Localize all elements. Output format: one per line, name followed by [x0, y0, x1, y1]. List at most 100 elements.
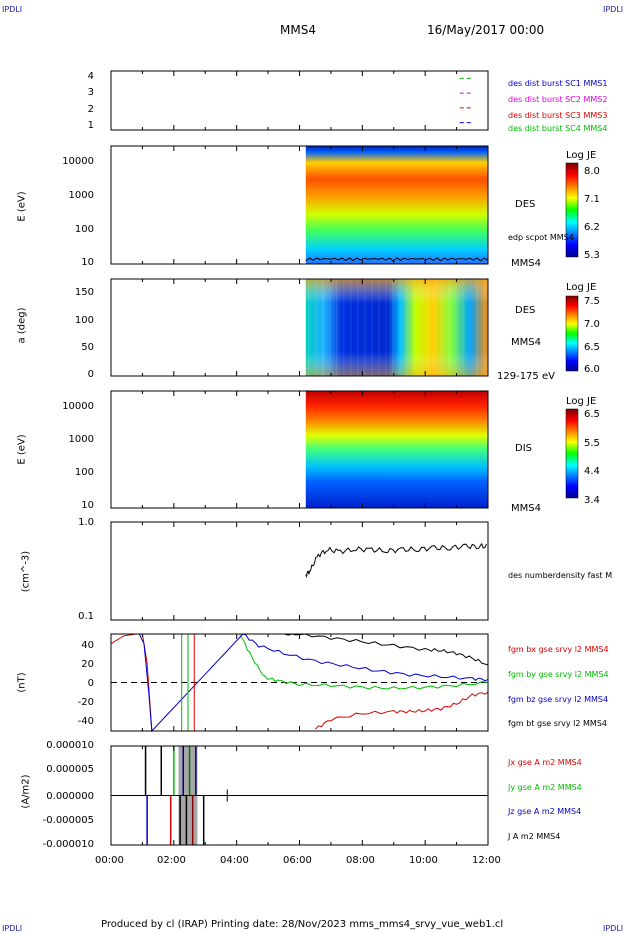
legend-entry-jx: Jx gse A m2 MMS4: [508, 758, 582, 767]
footer-credits: Produced by cl (IRAP) Printing date: 28/…: [101, 919, 504, 930]
corner-label-top-left: IPDLI: [2, 5, 23, 14]
ytick-label: 10: [81, 257, 94, 268]
ytick-label: -40: [77, 716, 94, 727]
panel-label-mms4: MMS4: [511, 258, 541, 269]
colorbar-title: Log JE: [566, 282, 597, 293]
ytick-label: 0.000005: [46, 764, 94, 775]
legend-entry-jz: Jz gse A m2 MMS4: [508, 807, 582, 816]
colorbar-title: Log JE: [566, 396, 597, 407]
colorbar-tick: 6.2: [584, 222, 600, 233]
xtick-label: 02:00: [157, 855, 186, 866]
xtick-label: 04:00: [220, 855, 249, 866]
legend-entry-bz: fgm bz gse srvy l2 MMS4: [508, 695, 609, 704]
panel-frame-dens: [110, 521, 489, 621]
colorbar-des-energy: [565, 162, 579, 258]
corner-label-bottom-right: IPDLI: [603, 924, 624, 933]
density-line: [305, 542, 487, 578]
ytick-label: 10: [81, 500, 94, 511]
legend-entry-mms4: des dist burst SC4 MMS4: [508, 124, 608, 133]
ylabel-current: (A/m2): [20, 774, 32, 809]
spectrogram-dis-energy: [305, 391, 488, 508]
ytick-label: 1000: [68, 434, 94, 445]
colorbar-tick: 3.4: [584, 495, 600, 506]
ytick-label: 100: [74, 467, 94, 478]
panel-frame-avail: [110, 70, 489, 131]
ytick-label: 20: [81, 659, 94, 670]
ytick-label: 50: [81, 342, 94, 353]
panel-label-energy-range: 129-175 eV: [497, 371, 555, 382]
ytick-label: 0.000000: [46, 791, 94, 802]
ylabel-des-pitch: a (deg): [16, 307, 28, 344]
ytick-label: 2: [87, 104, 94, 115]
legend-entry-mms3: des dist burst SC3 MMS3: [508, 111, 608, 120]
corner-label-bottom-left: IPDLI: [2, 924, 23, 933]
ytick-label: 40: [81, 640, 94, 651]
current-dense-region: [178, 746, 198, 845]
ytick-label: 3: [87, 87, 94, 98]
panel-label-dis: DIS: [515, 443, 532, 454]
colorbar-des-pitch: [565, 295, 579, 372]
ytick-label: -0.000010: [42, 839, 94, 850]
ylabel-bfield: (nT): [16, 672, 28, 693]
ytick-label: 1: [87, 120, 94, 131]
colorbar-tick: 6.5: [584, 342, 600, 353]
ytick-label: 0.1: [78, 611, 94, 622]
ylabel-dis-energy: E (eV): [16, 434, 28, 465]
spectrogram-des-energy: [305, 146, 488, 264]
ytick-label: 0: [87, 369, 94, 380]
legend-entry-mms1: des dist burst SC1 MMS1: [508, 79, 608, 88]
ytick-label: 0.000010: [46, 740, 94, 751]
colorbar-tick: 8.0: [584, 166, 600, 177]
ytick-label: 1000: [68, 190, 94, 201]
ytick-label: 10000: [62, 401, 94, 412]
scpot-line: [305, 257, 489, 262]
colorbar-title: Log JE: [566, 150, 597, 161]
ytick-label: 1.0: [78, 517, 94, 528]
bfield-series-line: [239, 634, 489, 690]
legend-entry-j: J A m2 MMS4: [508, 832, 561, 841]
bfield-series-line: [314, 691, 489, 730]
ytick-label: 0: [87, 678, 94, 689]
ytick-label: 10000: [62, 156, 94, 167]
xtick-label: 06:00: [283, 855, 312, 866]
colorbar-dis-energy: [565, 408, 579, 499]
panel-label-mms4: MMS4: [511, 337, 541, 348]
header-date: 16/May/2017 00:00: [427, 23, 545, 37]
ytick-label: 100: [74, 315, 94, 326]
colorbar-tick: 5.3: [584, 250, 600, 261]
panel-label-mms4: MMS4: [511, 503, 541, 514]
corner-label-top-right: IPDLI: [603, 5, 624, 14]
xtick-label: 10:00: [409, 855, 438, 866]
colorbar-tick: 7.0: [584, 319, 600, 330]
xtick-label: 12:00: [472, 855, 501, 866]
bfield-series-line: [138, 633, 489, 733]
colorbar-tick: 4.4: [584, 466, 600, 477]
legend-entry-mms2: des dist burst SC2 MMS2: [508, 95, 608, 104]
header-spacecraft: MMS4: [280, 23, 316, 37]
ytick-label: 4: [87, 71, 94, 82]
panel-label-density: des numberdensity fast M: [508, 571, 613, 580]
legend-entry-bx: fgm bx gse srvy l2 MMS4: [508, 645, 609, 654]
ylabel-des-energy: E (eV): [16, 191, 28, 222]
colorbar-tick: 7.1: [584, 194, 600, 205]
ylabel-density: (cm^-3): [20, 550, 32, 593]
bfield-series-line: [280, 633, 489, 666]
ytick-label: 100: [74, 224, 94, 235]
colorbar-tick: 5.5: [584, 438, 600, 449]
legend-entry-bt: fgm bt gse srvy l2 MMS4: [508, 719, 607, 728]
panel-label-des: DES: [515, 305, 536, 316]
colorbar-tick: 6.5: [584, 409, 600, 420]
ytick-label: -0.000005: [42, 815, 94, 826]
panel-label-scpot: edp scpot MMS4: [508, 233, 574, 242]
colorbar-tick: 7.5: [584, 296, 600, 307]
ytick-label: 150: [74, 287, 94, 298]
xtick-label: 08:00: [346, 855, 375, 866]
legend-entry-jy: Jy gse A m2 MMS4: [508, 783, 582, 792]
legend-entry-by: fgm by gse srvy l2 MMS4: [508, 670, 609, 679]
colorbar-tick: 6.0: [584, 364, 600, 375]
xtick-label: 00:00: [95, 855, 124, 866]
ytick-label: -20: [77, 697, 94, 708]
panel-label-des: DES: [515, 199, 536, 210]
spectrogram-des-pitch-overlay: [305, 279, 488, 376]
